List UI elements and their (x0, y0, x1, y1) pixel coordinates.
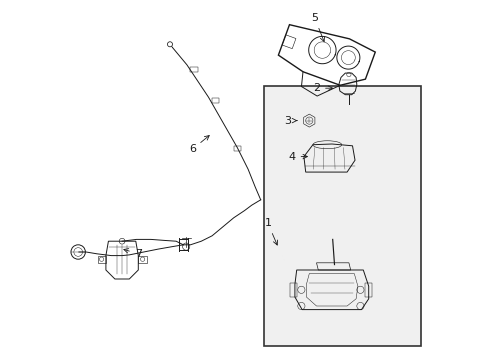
Text: 4: 4 (288, 152, 307, 162)
Text: 7: 7 (123, 249, 142, 259)
Text: 5: 5 (310, 13, 324, 41)
Text: 6: 6 (188, 136, 209, 154)
Text: 2: 2 (312, 83, 332, 93)
Circle shape (167, 42, 172, 47)
Bar (264, 86, 420, 346)
Text: 3: 3 (284, 116, 296, 126)
Text: 1: 1 (264, 218, 277, 245)
